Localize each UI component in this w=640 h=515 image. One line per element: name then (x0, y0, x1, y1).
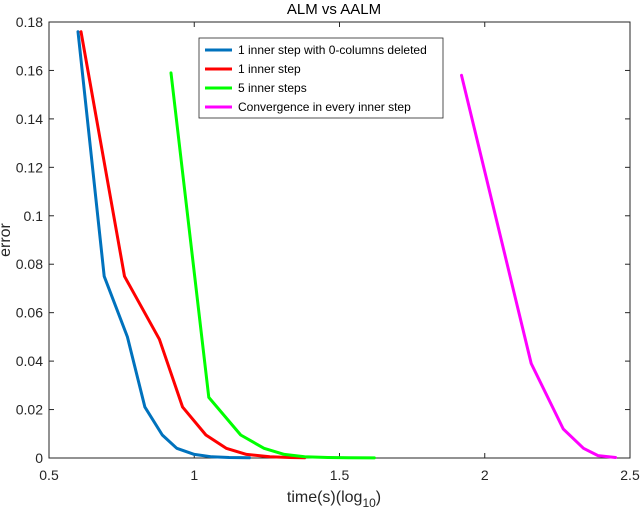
y-tick-label: 0.1 (24, 208, 44, 224)
y-tick-label: 0 (35, 450, 43, 466)
x-axis-tick-labels: 0.5 1 1.5 2 2.5 (39, 467, 640, 483)
y-tick-label: 0.06 (16, 305, 43, 321)
legend: 1 inner step with 0-columns deleted 1 inn… (198, 37, 444, 119)
chart-title: ALM vs AALM (287, 1, 381, 18)
y-axis-tick-labels: 0 0.02 0.04 0.06 0.08 0.1 0.12 0.14 0.16 0.18 (16, 14, 43, 466)
axis-ticks (48, 21, 631, 459)
y-tick-label: 0.16 (16, 62, 43, 78)
x-axis-label-subscript: 10 (362, 496, 376, 510)
series-line-4 (460, 73, 617, 459)
x-axis-label-close: ) (376, 489, 381, 506)
x-tick-label: 2.5 (620, 467, 640, 483)
y-tick-label: 0.08 (16, 256, 43, 272)
y-tick-label: 0.12 (16, 159, 43, 175)
legend-label-3: 5 inner steps (238, 81, 307, 95)
x-tick-label: 0.5 (39, 467, 59, 483)
x-axis-label-main: time(s)(log (287, 489, 363, 506)
legend-label-4: Convergence in every inner step (238, 100, 411, 114)
y-tick-label: 0.04 (16, 353, 43, 369)
legend-box (198, 37, 444, 119)
y-axis-label: error (0, 222, 14, 256)
x-tick-label: 1.5 (330, 467, 350, 483)
legend-label-1: 1 inner step with 0-columns deleted (238, 43, 427, 57)
series-line-1 (76, 30, 251, 460)
x-tick-label: 2 (481, 467, 489, 483)
x-tick-label: 1 (190, 467, 198, 483)
x-axis-label: time(s)(log10) (287, 489, 381, 510)
series-line-3 (169, 71, 376, 460)
legend-items: 1 inner step with 0-columns deleted 1 inn… (205, 43, 427, 114)
y-tick-label: 0.18 (16, 14, 43, 30)
y-tick-label: 0.14 (16, 111, 43, 127)
series-lines (76, 30, 617, 460)
y-tick-label: 0.02 (16, 402, 43, 418)
legend-label-2: 1 inner step (238, 62, 301, 76)
series-line-2 (79, 30, 307, 460)
